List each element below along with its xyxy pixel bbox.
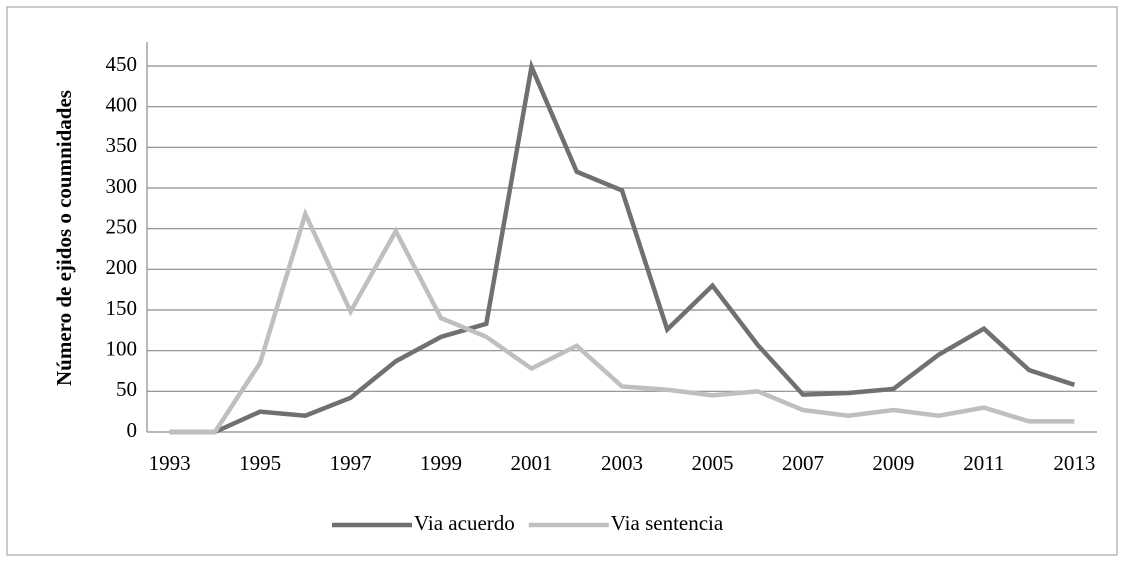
y-tick-label: 0 <box>127 418 138 442</box>
y-tick-label: 200 <box>106 255 138 279</box>
x-tick-label: 1997 <box>330 451 372 475</box>
y-axis-label: Número de ejidos o coumnidades <box>52 90 76 386</box>
y-tick-label: 300 <box>106 174 138 198</box>
x-tick-label: 1999 <box>420 451 462 475</box>
legend-label: Via acuerdo <box>414 511 515 535</box>
x-tick-label: 2013 <box>1053 451 1095 475</box>
y-tick-label: 400 <box>106 92 138 116</box>
x-tick-label: 1993 <box>149 451 191 475</box>
y-tick-label: 350 <box>106 133 138 157</box>
x-tick-label: 2007 <box>782 451 824 475</box>
y-tick-label: 450 <box>106 52 138 76</box>
y-tick-label: 150 <box>106 296 138 320</box>
y-tick-label: 100 <box>106 336 138 360</box>
x-tick-label: 1995 <box>239 451 281 475</box>
x-tick-label: 2005 <box>691 451 733 475</box>
x-tick-label: 2001 <box>511 451 553 475</box>
legend-label: Via sentencia <box>611 511 724 535</box>
series-line <box>169 59 1076 435</box>
y-tick-label: 50 <box>116 377 137 401</box>
x-tick-label: 2003 <box>601 451 643 475</box>
x-tick-label: 2009 <box>872 451 914 475</box>
chart-border <box>6 6 1118 556</box>
y-tick-label: 250 <box>106 214 138 238</box>
x-tick-label: 2011 <box>963 451 1004 475</box>
series-line <box>169 207 1075 435</box>
